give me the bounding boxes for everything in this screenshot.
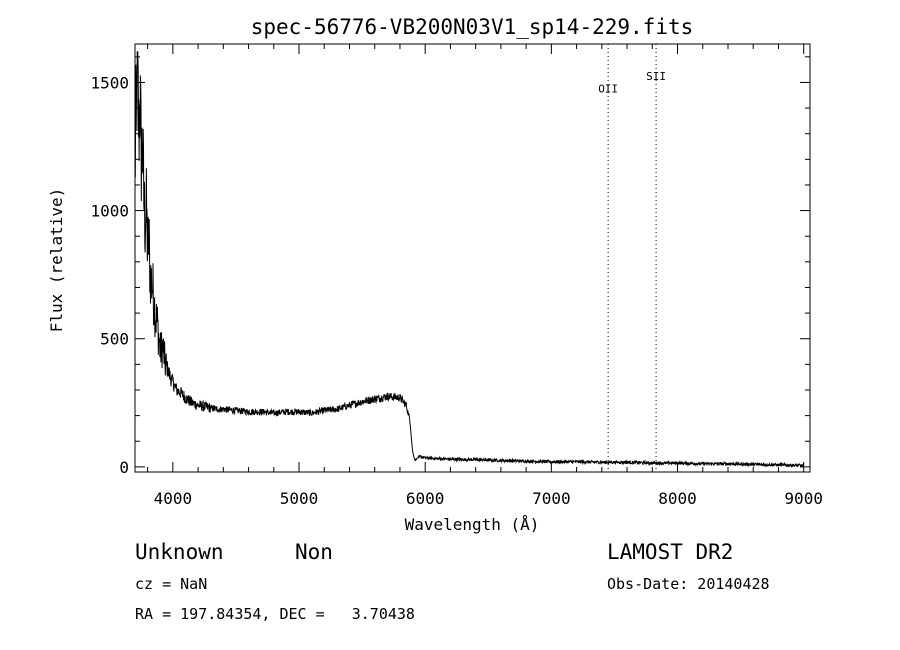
- x-tick-label: 6000: [406, 489, 445, 508]
- class-label: Unknown: [135, 540, 224, 564]
- chart-title: spec-56776-VB200N03V1_sp14-229.fits: [251, 15, 694, 39]
- y-tick-label: 500: [100, 330, 129, 349]
- cz-label: cz = NaN: [135, 575, 208, 593]
- obs-date-label: Obs-Date: 20140428: [607, 575, 770, 593]
- y-tick-label: 1000: [90, 202, 129, 221]
- y-tick-label: 1500: [90, 73, 129, 92]
- x-tick-label: 9000: [784, 489, 823, 508]
- spectrum-line: [134, 51, 805, 468]
- coords-label: RA = 197.84354, DEC = 3.70438: [135, 605, 415, 623]
- emission-line-label: OII: [598, 83, 618, 96]
- x-tick-label: 7000: [532, 489, 571, 508]
- y-axis-label: Flux (relative): [47, 188, 66, 333]
- x-tick-label: 5000: [280, 489, 319, 508]
- emission-line-label: SII: [646, 70, 666, 83]
- y-tick-label: 0: [119, 458, 129, 477]
- plot-frame: [134, 43, 811, 473]
- subclass-label: Non: [295, 540, 333, 564]
- x-tick-label: 4000: [154, 489, 193, 508]
- chart-axes: 4000 5000 6000 7000 8000 9000 0 500 1000 1500: [90, 43, 823, 508]
- x-axis-label: Wavelength (Å): [405, 515, 540, 534]
- x-tick-label: 8000: [658, 489, 697, 508]
- survey-label: LAMOST DR2: [607, 540, 734, 564]
- emission-lines: OII SII: [598, 44, 666, 472]
